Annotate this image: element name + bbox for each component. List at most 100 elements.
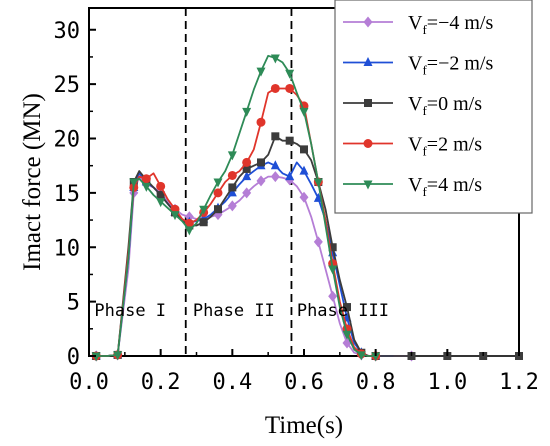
data-point-marker	[227, 151, 237, 161]
data-point-marker	[141, 174, 151, 184]
data-point-marker	[242, 164, 251, 173]
data-point-marker	[141, 182, 151, 192]
data-point-marker	[328, 265, 338, 275]
legend-label-subscript: f	[422, 22, 427, 37]
series-line	[96, 54, 376, 357]
legend-label-main: V	[408, 134, 423, 156]
legend-label: Vf=−2 m/s	[408, 53, 493, 78]
data-point-marker	[91, 352, 101, 362]
data-point-marker	[199, 218, 208, 227]
data-point-marker	[242, 157, 252, 167]
legend-label-rest: =−4 m/s	[427, 12, 494, 34]
data-point-marker	[363, 57, 373, 66]
legend-label-main: V	[408, 93, 423, 115]
legend-label-main: V	[408, 53, 423, 75]
data-point-marker	[271, 132, 280, 141]
legend-entry: Vf=4 m/s	[343, 174, 482, 199]
data-point-marker	[356, 351, 366, 361]
y-tick-label: 5	[67, 291, 80, 316]
data-point-marker	[363, 139, 373, 148]
y-axis-label: Imact force (MN)	[19, 93, 46, 271]
data-point-marker	[285, 171, 295, 181]
x-axis-label: Time(s)	[265, 412, 343, 439]
data-point-marker	[342, 330, 352, 340]
data-point-marker	[371, 352, 381, 362]
data-point-marker	[213, 188, 223, 198]
x-tick-label: 0.2	[141, 370, 181, 395]
data-point-marker	[227, 187, 237, 197]
legend-label-rest: =4 m/s	[427, 174, 482, 196]
data-point-marker	[270, 171, 280, 183]
phase-label: Phase I	[94, 301, 166, 321]
legend-label-subscript: f	[422, 63, 427, 78]
x-tick-label: 0.8	[356, 370, 396, 395]
y-tick-label: 10	[54, 236, 81, 261]
x-tick-label: 1.0	[427, 370, 467, 395]
legend-entry: Vf=2 m/s	[343, 134, 482, 159]
data-point-marker	[113, 351, 123, 361]
data-point-marker	[256, 117, 266, 127]
data-point-marker	[363, 16, 373, 28]
data-point-marker	[184, 218, 194, 228]
legend-entry: Vf=−4 m/s	[343, 12, 493, 37]
legend-label-rest: =0 m/s	[427, 93, 482, 115]
axes: 0.0 0.2 0.4 0.6 0.8 1.0 1.2 0 5 10 15 20 25 30	[54, 19, 539, 395]
y-tick-label: 30	[54, 19, 81, 44]
data-point-marker	[299, 165, 309, 175]
x-tick-label: 0.6	[284, 370, 324, 395]
data-point-marker	[214, 205, 222, 214]
data-point-marker	[285, 83, 295, 93]
legend-entry: Vf=−2 m/s	[343, 53, 493, 78]
data-point-marker	[300, 145, 308, 154]
data-point-marker	[343, 303, 351, 312]
data-point-marker	[363, 180, 373, 190]
data-point-marker	[256, 67, 266, 77]
data-point-marker	[242, 187, 252, 199]
data-point-marker	[170, 211, 180, 221]
data-point-marker	[242, 107, 252, 117]
data-point-marker	[313, 178, 323, 188]
legend-label: Vf=4 m/s	[408, 174, 482, 199]
legend-label-main: V	[408, 174, 423, 196]
data-point-marker	[299, 191, 309, 203]
series-5	[91, 54, 381, 362]
y-tick-label: 20	[54, 128, 81, 153]
legend-entry: Vf=0 m/s	[343, 93, 482, 118]
phase-label: Phase II	[193, 301, 275, 321]
data-point-marker	[156, 181, 166, 191]
data-point-marker	[270, 83, 280, 93]
data-point-marker	[328, 243, 337, 252]
legend-label-subscript: f	[422, 144, 427, 159]
legend-label-rest: =−2 m/s	[427, 53, 494, 75]
data-point-marker	[156, 191, 165, 200]
data-point-marker	[227, 170, 237, 180]
data-point-marker	[199, 205, 209, 215]
y-tick-label: 15	[54, 182, 81, 207]
series-layer	[91, 54, 523, 362]
legend-label: Vf=−4 m/s	[408, 12, 493, 37]
y-tick-label: 0	[67, 345, 80, 370]
data-point-marker	[270, 160, 280, 170]
data-point-marker	[184, 226, 194, 236]
legend: Vf=−4 m/sVf=−2 m/sVf=0 m/sVf=2 m/sVf=4 m…	[334, 0, 533, 214]
x-tick-label: 0.0	[69, 370, 109, 395]
phase-labels: Phase I Phase II Phase III	[94, 301, 389, 321]
data-point-marker	[328, 290, 338, 302]
data-point-marker	[364, 99, 372, 107]
data-point-marker	[313, 236, 323, 248]
data-point-marker	[156, 198, 166, 208]
data-point-marker	[129, 178, 139, 188]
data-point-marker	[213, 178, 223, 188]
data-point-marker	[299, 107, 309, 117]
data-point-marker	[285, 69, 295, 79]
legend-label-rest: =2 m/s	[427, 134, 482, 156]
legend-label-subscript: f	[422, 184, 427, 199]
data-point-marker	[227, 200, 237, 212]
y-tick-label: 25	[54, 73, 81, 98]
data-point-marker	[270, 54, 280, 64]
x-tick-label: 1.2	[499, 370, 539, 395]
legend-label: Vf=2 m/s	[408, 134, 482, 159]
phase-label: Phase III	[297, 301, 389, 321]
legend-label: Vf=0 m/s	[408, 93, 482, 118]
